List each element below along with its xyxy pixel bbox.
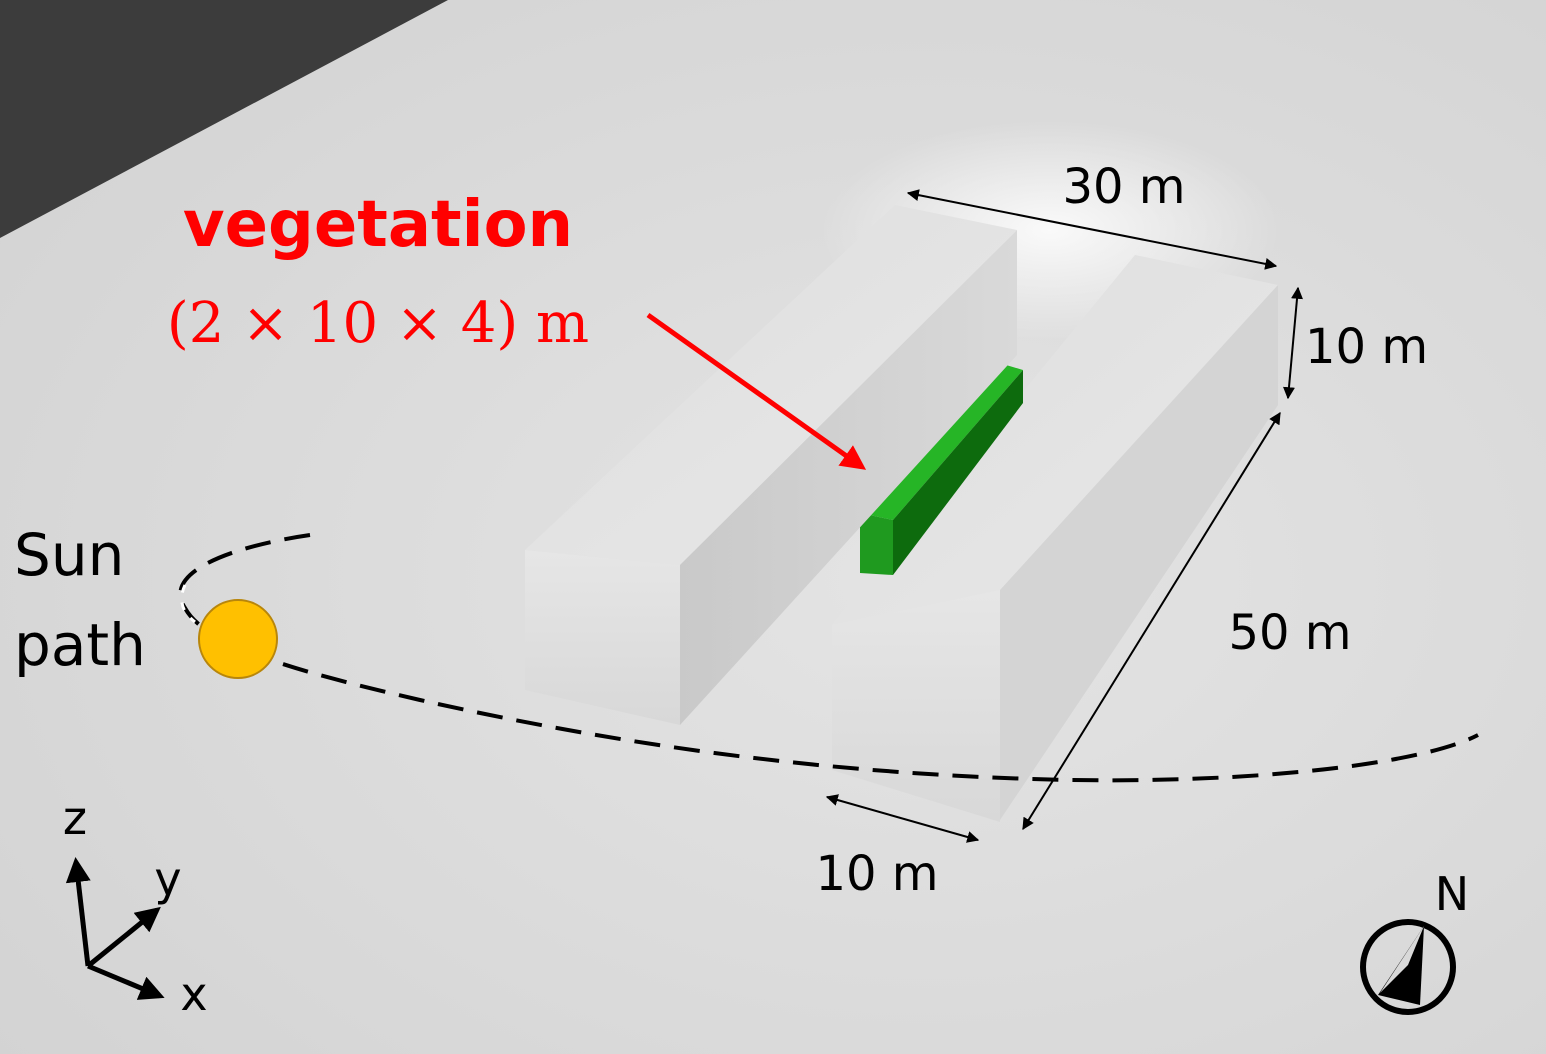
- sun-icon: [198, 599, 278, 679]
- dimension-arrow-10m-width: [825, 794, 980, 843]
- axis-y-label: y: [154, 852, 181, 906]
- compass-needle-highlight: [1380, 926, 1424, 993]
- axis-x-label: x: [180, 967, 207, 1021]
- axis-z-label: z: [63, 791, 87, 845]
- label-height-10m: 10 m: [1305, 319, 1428, 375]
- building-left-front: [525, 550, 680, 725]
- vegetation-size: (2 × 10 × 4) m: [167, 291, 589, 356]
- vegetation-pointer-arrow: [646, 312, 867, 470]
- sun-label-line1: Sun: [14, 521, 124, 589]
- label-width-10m: 10 m: [815, 846, 938, 902]
- vegetation-title: vegetation: [183, 188, 573, 262]
- dimension-arrow-height: [1283, 286, 1303, 400]
- axis-z-arrow: [65, 857, 91, 967]
- building-right-front: [832, 590, 1000, 822]
- sun-path-curve-highlight: [180, 584, 196, 624]
- building-left-top: [525, 205, 1017, 565]
- building-left: [525, 205, 1017, 725]
- label-width-30m: 30 m: [1062, 159, 1185, 215]
- vegetation-side: [893, 370, 1023, 575]
- dimension-arrow-50m: [1022, 411, 1281, 831]
- north-compass-icon: N: [1360, 867, 1469, 1015]
- building-left-side: [680, 230, 1017, 725]
- north-label: N: [1435, 867, 1469, 921]
- label-length-50m: 50 m: [1228, 605, 1351, 661]
- axis-x-arrow: [87, 963, 165, 1000]
- sun-label-line2: path: [14, 611, 146, 679]
- coordinate-axes: z y x: [63, 791, 208, 1021]
- axis-y-arrow: [86, 906, 161, 968]
- vegetation-front: [860, 513, 893, 575]
- compass-ring: [1360, 919, 1456, 1015]
- dimension-arrow-30m: [906, 189, 1278, 270]
